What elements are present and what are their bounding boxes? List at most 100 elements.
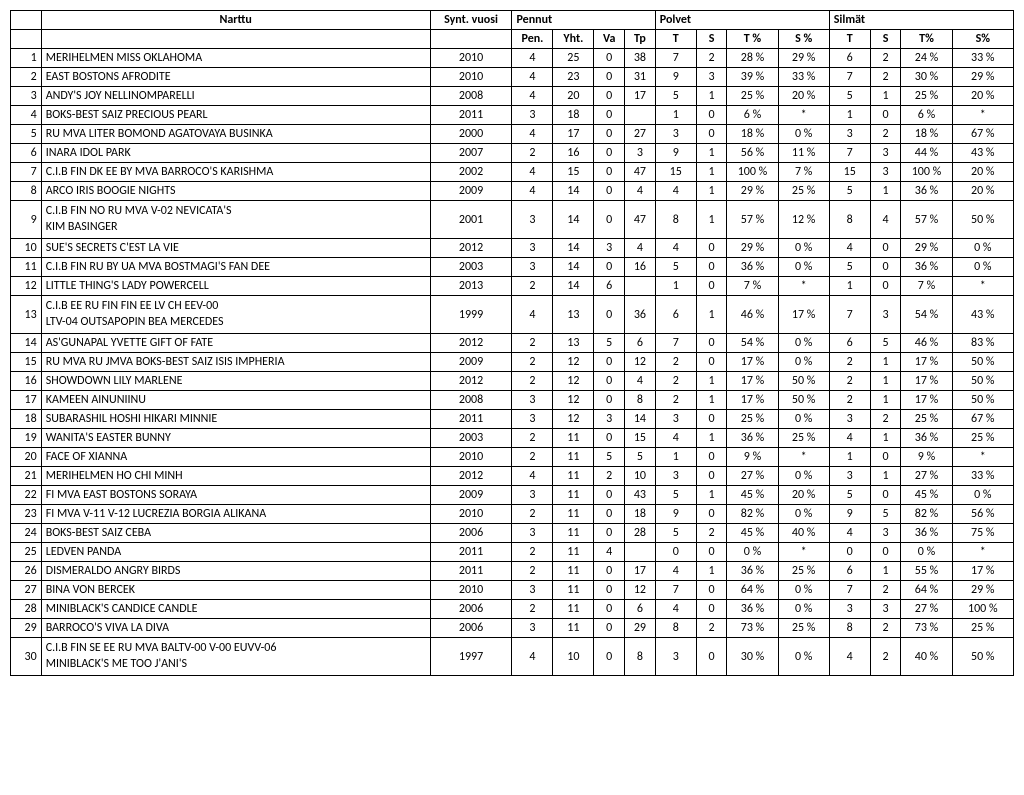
cell-t1: 6 (655, 296, 696, 334)
cell-va: 3 (594, 239, 625, 258)
row-number: 7 (11, 163, 42, 182)
header-blank-2 (11, 30, 42, 49)
cell-sp1: 0 % (778, 410, 829, 429)
cell-sp2: 33 % (952, 467, 1013, 486)
cell-sp2: 83 % (952, 334, 1013, 353)
cell-synt: 1997 (430, 638, 512, 676)
cell-pen: 3 (512, 106, 553, 125)
cell-sp2: 50 % (952, 201, 1013, 239)
cell-s1: 0 (696, 581, 727, 600)
cell-t2: 2 (829, 391, 870, 410)
row-number: 15 (11, 353, 42, 372)
table-row: 14AS'GUNAPAL YVETTE GIFT OF FATE20122135… (11, 334, 1014, 353)
cell-pen: 2 (512, 448, 553, 467)
cell-s2: 3 (870, 296, 901, 334)
cell-t1: 4 (655, 239, 696, 258)
row-number: 8 (11, 182, 42, 201)
cell-tp: 4 (625, 182, 656, 201)
dog-name: C.I.B EE RU FIN FIN EE LV CH EEV-00 LTV-… (41, 296, 430, 334)
table-row: 23FI MVA V-11 V-12 LUCREZIA BORGIA ALIKA… (11, 505, 1014, 524)
cell-va: 0 (594, 201, 625, 239)
cell-tp: 31 (625, 68, 656, 87)
cell-s2: 3 (870, 163, 901, 182)
table-row: 27BINA VON BERCEK20103110127064 %0 %7264… (11, 581, 1014, 600)
table-row: 12LITTLE THING'S LADY POWERCELL201321461… (11, 277, 1014, 296)
cell-tp (625, 543, 656, 562)
cell-synt: 2008 (430, 391, 512, 410)
cell-tp1: 17 % (727, 372, 778, 391)
cell-tp: 17 (625, 562, 656, 581)
cell-s2: 2 (870, 410, 901, 429)
table-row: 18SUBARASHIL HOSHI HIKARI MINNIE20113123… (11, 410, 1014, 429)
cell-sp1: 50 % (778, 372, 829, 391)
dog-name: SHOWDOWN LILY MARLENE (41, 372, 430, 391)
cell-yht: 14 (553, 277, 594, 296)
cell-synt: 2009 (430, 182, 512, 201)
cell-t1: 3 (655, 410, 696, 429)
cell-va: 3 (594, 410, 625, 429)
cell-sp2: 20 % (952, 87, 1013, 106)
cell-s1: 1 (696, 391, 727, 410)
row-number: 23 (11, 505, 42, 524)
cell-synt: 2006 (430, 524, 512, 543)
cell-sp1: 20 % (778, 87, 829, 106)
cell-sp1: 11 % (778, 144, 829, 163)
cell-s1: 1 (696, 429, 727, 448)
cell-yht: 13 (553, 296, 594, 334)
cell-yht: 11 (553, 562, 594, 581)
cell-s2: 1 (870, 372, 901, 391)
row-number: 10 (11, 239, 42, 258)
header-synt: Synt. vuosi (430, 11, 512, 30)
row-number: 5 (11, 125, 42, 144)
table-row: 20FACE OF XIANNA201021155109 %*109 %* (11, 448, 1014, 467)
cell-sp2: 25 % (952, 429, 1013, 448)
cell-sp1: 25 % (778, 182, 829, 201)
cell-t2: 2 (829, 372, 870, 391)
cell-sp2: * (952, 448, 1013, 467)
row-number: 4 (11, 106, 42, 125)
cell-yht: 14 (553, 182, 594, 201)
cell-tp1: 57 % (727, 201, 778, 239)
cell-va: 0 (594, 163, 625, 182)
cell-t1: 1 (655, 448, 696, 467)
cell-sp1: 25 % (778, 619, 829, 638)
cell-sp1: * (778, 277, 829, 296)
table-row: 19WANITA'S EASTER BUNNY20032110154136 %2… (11, 429, 1014, 448)
cell-tp2: 29 % (901, 239, 952, 258)
cell-pen: 2 (512, 543, 553, 562)
cell-t2: 15 (829, 163, 870, 182)
cell-synt: 2011 (430, 410, 512, 429)
cell-va: 0 (594, 144, 625, 163)
header-sp2: S% (952, 30, 1013, 49)
dog-name: INARA IDOL PARK (41, 144, 430, 163)
row-number: 18 (11, 410, 42, 429)
cell-s2: 2 (870, 619, 901, 638)
cell-yht: 18 (553, 106, 594, 125)
cell-yht: 11 (553, 600, 594, 619)
cell-yht: 25 (553, 49, 594, 68)
cell-sp1: 25 % (778, 429, 829, 448)
cell-va: 6 (594, 277, 625, 296)
cell-s1: 0 (696, 467, 727, 486)
cell-pen: 2 (512, 600, 553, 619)
cell-t2: 5 (829, 87, 870, 106)
cell-sp2: * (952, 106, 1013, 125)
cell-s1: 1 (696, 372, 727, 391)
header-pennut: Pennut (512, 11, 655, 30)
cell-pen: 3 (512, 239, 553, 258)
cell-tp2: 82 % (901, 505, 952, 524)
cell-sp2: 50 % (952, 372, 1013, 391)
cell-s2: 1 (870, 391, 901, 410)
cell-sp1: * (778, 543, 829, 562)
cell-tp: 8 (625, 391, 656, 410)
cell-t1: 5 (655, 486, 696, 505)
row-number: 3 (11, 87, 42, 106)
row-number: 16 (11, 372, 42, 391)
dog-name: RU MVA RU JMVA BOKS-BEST SAIZ ISIS IMPHE… (41, 353, 430, 372)
cell-tp2: 30 % (901, 68, 952, 87)
cell-tp1: 6 % (727, 106, 778, 125)
cell-pen: 3 (512, 581, 553, 600)
cell-pen: 4 (512, 87, 553, 106)
cell-va: 0 (594, 353, 625, 372)
cell-sp1: 0 % (778, 125, 829, 144)
